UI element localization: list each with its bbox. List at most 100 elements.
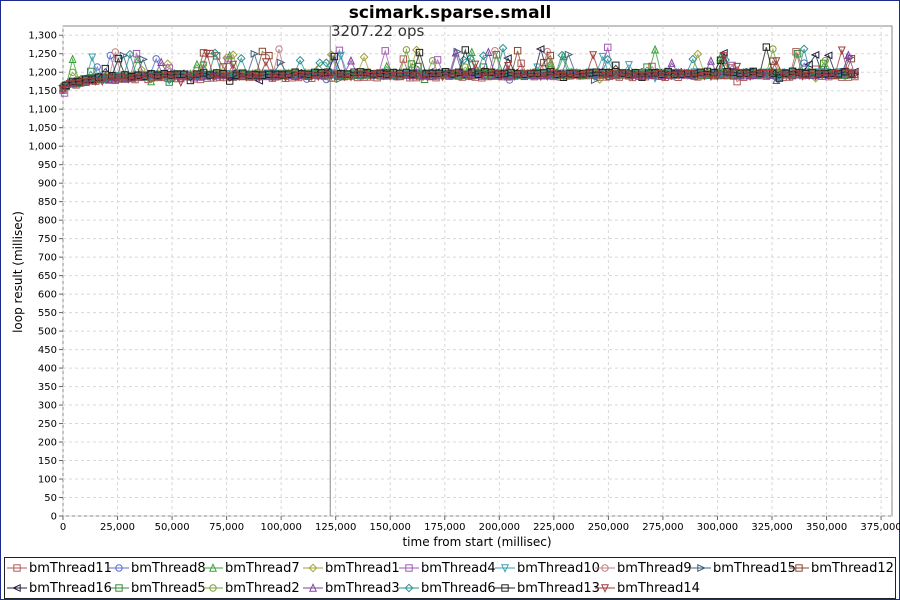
data-point <box>68 54 77 63</box>
axis-layer: 0 50 100 150 200 250 300 350 400 450 500 550 600 650 7… <box>28 31 900 533</box>
data-point <box>152 55 160 63</box>
data-point <box>837 46 846 56</box>
data-point <box>379 71 388 81</box>
x-tick-label: 0 <box>60 522 66 533</box>
data-point <box>229 60 238 70</box>
legend-item-bmThread14: bmThread14 <box>595 578 700 598</box>
y-tick-label: 500 <box>38 327 57 338</box>
legend-label: bmThread5 <box>131 580 206 596</box>
data-point <box>258 47 267 56</box>
data-point <box>124 75 133 84</box>
legend-item-bmThread3: bmThread3 <box>303 578 400 598</box>
legend-item-bmThread4: bmThread4 <box>399 558 496 578</box>
data-point <box>762 43 771 51</box>
data-point <box>346 55 355 65</box>
data-point <box>209 584 217 592</box>
y-tick-label: 400 <box>38 364 57 375</box>
legend-item-bmThread9: bmThread9 <box>595 558 692 578</box>
data-point <box>199 60 208 68</box>
data-point <box>792 70 800 79</box>
data-point <box>346 73 355 82</box>
data-point <box>366 71 375 81</box>
legend-label: bmThread1 <box>325 560 400 576</box>
data-point <box>224 56 232 64</box>
data-point <box>309 583 317 592</box>
chart-title: scimark.sparse.small <box>349 3 552 23</box>
data-point <box>210 48 220 58</box>
data-point <box>359 52 369 62</box>
data-point <box>667 58 676 67</box>
data-point <box>772 57 781 66</box>
x-tick-label: 350,000 <box>806 522 847 533</box>
y-tick-label: 1,300 <box>28 31 57 42</box>
data-point <box>484 47 493 56</box>
data-point <box>513 46 522 55</box>
data-point <box>250 49 260 58</box>
data-point <box>115 564 123 572</box>
data-point <box>263 70 272 79</box>
x-tick-label: 300,000 <box>697 522 738 533</box>
data-point <box>157 73 166 82</box>
data-point <box>628 72 637 82</box>
data-point <box>157 57 166 67</box>
data-point <box>301 71 310 81</box>
data-point <box>661 72 670 82</box>
legend-swatch <box>203 584 223 592</box>
data-point <box>425 71 434 81</box>
y-tick-label: 1,000 <box>28 142 57 153</box>
data-point <box>225 77 234 85</box>
legend-swatch <box>789 564 809 572</box>
legend-item-bmThread6: bmThread6 <box>399 578 496 598</box>
y-tick-label: 600 <box>38 290 57 301</box>
throughput-annotation: 3207.22 ops <box>331 22 424 40</box>
data-point <box>183 73 192 83</box>
x-tick-label: 125,000 <box>315 522 356 533</box>
data-point <box>327 71 336 80</box>
data-point <box>12 584 21 592</box>
data-point <box>799 44 809 54</box>
data-point <box>254 76 264 85</box>
data-point <box>191 71 200 81</box>
data-point <box>125 49 135 59</box>
data-point <box>714 70 724 80</box>
data-point <box>461 63 469 71</box>
data-point <box>386 72 395 81</box>
data-point <box>601 564 609 572</box>
data-point <box>68 68 77 76</box>
data-point <box>242 73 251 82</box>
data-point <box>716 56 725 64</box>
data-point <box>170 72 179 82</box>
data-point <box>739 70 748 80</box>
legend-swatch <box>109 564 129 572</box>
data-point <box>455 68 463 76</box>
data-point <box>131 74 139 83</box>
data-point <box>203 49 211 59</box>
y-tick-label: 100 <box>38 475 57 486</box>
data-point <box>648 71 657 81</box>
data-point <box>844 50 853 60</box>
data-point <box>498 43 508 53</box>
data-point <box>693 70 702 80</box>
data-point <box>85 77 94 87</box>
legend-item-bmThread8: bmThread8 <box>109 558 206 578</box>
data-point <box>274 72 283 82</box>
data-point <box>491 47 499 55</box>
data-point <box>798 72 807 81</box>
data-point <box>405 72 414 81</box>
legend-label: bmThread11 <box>29 560 112 576</box>
y-tick-label: 550 <box>38 308 57 319</box>
y-tick-label: 200 <box>38 438 57 449</box>
data-point <box>752 70 761 80</box>
data-point <box>461 46 469 54</box>
data-point <box>438 72 447 82</box>
legend-label: bmThread12 <box>811 560 894 576</box>
data-point <box>189 72 198 82</box>
y-tick-label: 900 <box>38 179 57 190</box>
data-point <box>106 51 115 60</box>
data-point <box>216 72 225 82</box>
data-point <box>688 54 698 64</box>
data-point <box>651 44 660 54</box>
data-point <box>612 61 620 70</box>
data-point <box>219 70 227 78</box>
data-point <box>236 53 246 63</box>
